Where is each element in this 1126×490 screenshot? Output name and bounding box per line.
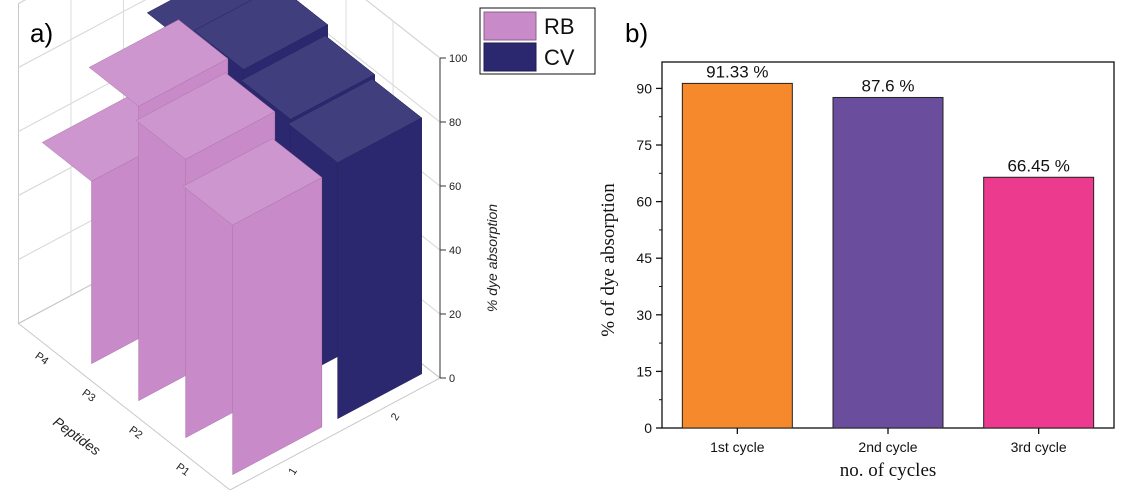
x-tick-label-b-1: 1st cycle bbox=[710, 439, 765, 455]
category-tick-label-a: P4 bbox=[33, 350, 51, 368]
panel-label-b: b) bbox=[625, 18, 648, 48]
z-tick-label-a: 40 bbox=[449, 245, 461, 257]
chart-b-bars: 91.33 % 87.6 % 66.45 % bbox=[681, 62, 1095, 429]
y-tick-label-b: 60 bbox=[636, 194, 652, 210]
z-axis-title-a: % dye absorption bbox=[484, 204, 500, 312]
y-tick-label-b: 30 bbox=[636, 307, 652, 323]
bar-a-RB-P1 bbox=[182, 138, 323, 476]
category-tick-label-a: P3 bbox=[80, 387, 98, 405]
z-tick-label-a: 0 bbox=[449, 373, 455, 385]
legend-label-CV: CV bbox=[544, 45, 575, 70]
category-axis-title-a: Peptides bbox=[50, 413, 103, 458]
gridline-a bbox=[18, 0, 441, 59]
y-tick-label-b: 90 bbox=[636, 80, 652, 96]
gridline-a bbox=[18, 0, 441, 123]
category-tick-label-a: P1 bbox=[174, 461, 192, 479]
y-tick-label-b: 45 bbox=[636, 250, 652, 266]
bar-a-CV-P1 bbox=[287, 78, 423, 420]
y-tick-label-b: 15 bbox=[636, 363, 652, 379]
z-tick-label-a: 60 bbox=[449, 181, 461, 193]
data-label-b-2: 87.6 % bbox=[862, 76, 915, 95]
bar-b-3 bbox=[983, 176, 1095, 429]
category-tick-label-a: P2 bbox=[127, 424, 145, 442]
y-tick-label-b: 75 bbox=[636, 137, 652, 153]
z-tick-label-a: 20 bbox=[449, 309, 461, 321]
data-label-b-1: 91.33 % bbox=[706, 62, 768, 81]
y-tick-label-b: 0 bbox=[644, 420, 652, 436]
x-axis-title-b: no. of cycles bbox=[840, 460, 937, 481]
depth-tick-label-a: 1 bbox=[287, 466, 300, 478]
chart-a: a) 0 20 40 60 80 100 P1 P2 P3 P4 1 2 % dye absorpti… bbox=[17, 0, 596, 490]
bar-b-1 bbox=[681, 82, 793, 429]
y-axis-title-b: % of dye absorption bbox=[598, 183, 619, 337]
z-tick-label-a: 100 bbox=[449, 53, 467, 65]
depth-tick-label-a: 2 bbox=[389, 411, 402, 423]
data-label-b-3: 66.45 % bbox=[1007, 156, 1069, 175]
legend-swatch-RB bbox=[483, 11, 537, 41]
x-tick-label-b-3: 3rd cycle bbox=[1011, 439, 1067, 455]
legend-swatch-CV bbox=[483, 42, 537, 72]
z-tick-label-a: 80 bbox=[449, 117, 461, 129]
bar-b-2 bbox=[832, 96, 944, 429]
panel-label-a: a) bbox=[30, 18, 53, 48]
x-tick-label-b-2: 2nd cycle bbox=[858, 439, 917, 455]
legend-a: RB CV bbox=[479, 7, 596, 75]
chart-a-bars bbox=[41, 0, 423, 476]
chart-b-ticks: 0 15 30 45 60 75 90 1st cycle 2nd cycle 3rd cycle bbox=[636, 80, 1066, 455]
chart-b: b) 91.33 % 87.6 % 66.45 % 0 15 30 45 60 75 90 1st… bbox=[598, 18, 1115, 481]
legend-label-RB: RB bbox=[544, 14, 575, 39]
